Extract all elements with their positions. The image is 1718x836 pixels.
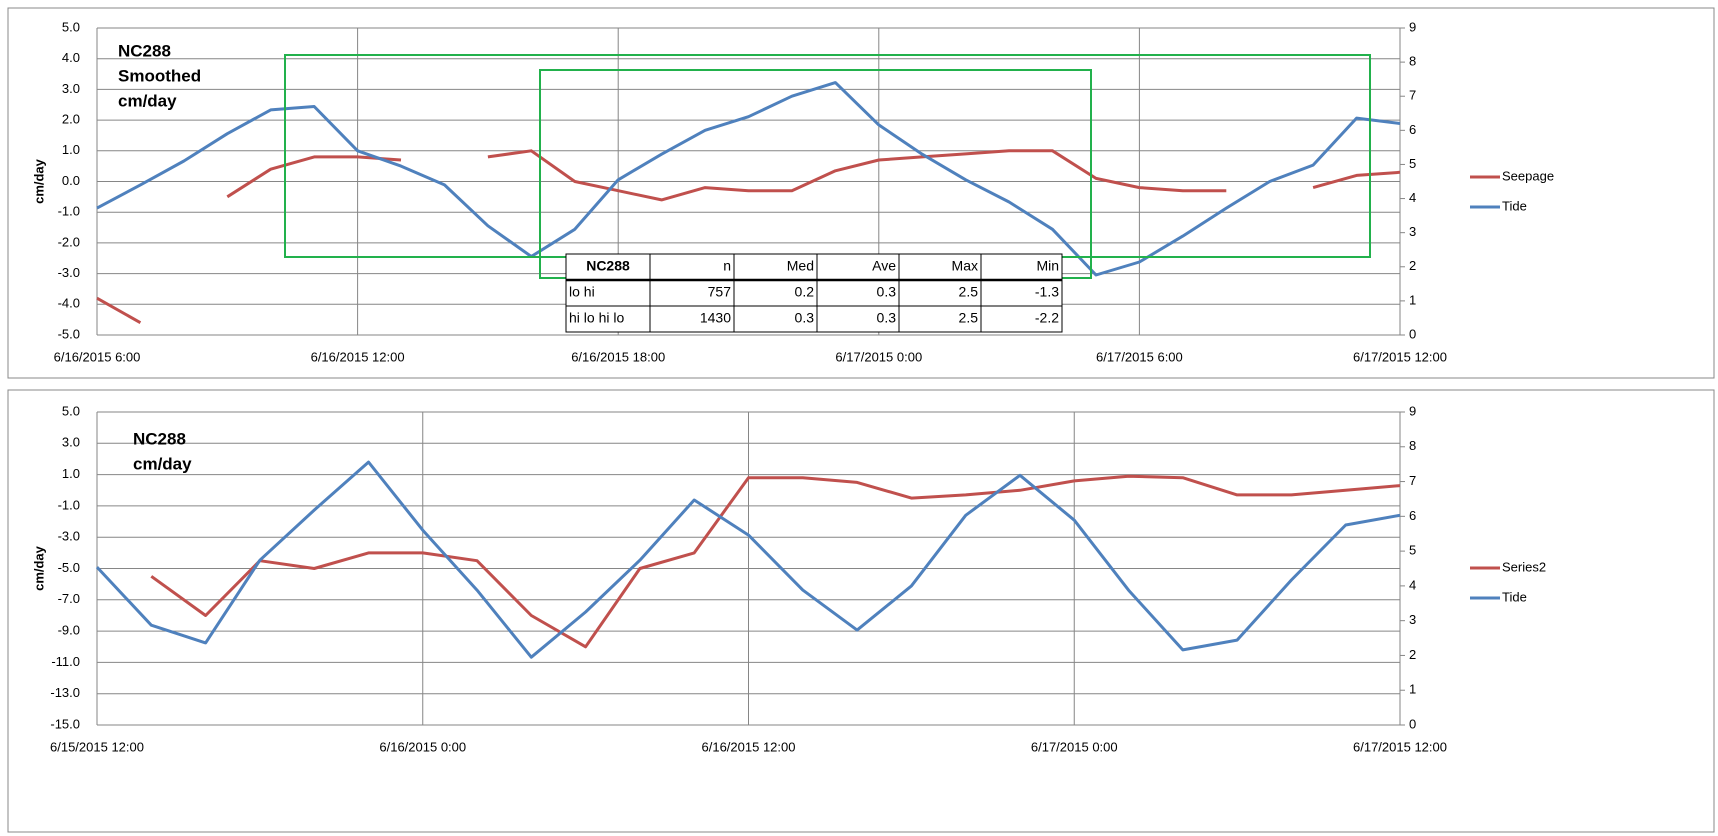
y2-tick-label: 8 [1409,438,1416,453]
y-tick-label: 1.0 [62,142,80,157]
legend-label: Series2 [1502,559,1546,574]
table-bg [565,253,1063,333]
y2-tick-label: 8 [1409,54,1416,69]
table-cell: -1.3 [1035,284,1059,300]
y2-tick-label: 6 [1409,508,1416,523]
table-cell: -2.2 [1035,310,1059,326]
table-cell: 1430 [700,310,731,326]
x-tick-label: 6/16/2015 12:00 [702,739,796,754]
table-cell: hi lo hi lo [569,310,624,326]
y2-tick-label: 2 [1409,258,1416,273]
x-tick-label: 6/17/2015 12:00 [1353,739,1447,754]
y-tick-label: -5.0 [58,560,80,575]
y2-tick-label: 6 [1409,122,1416,137]
annotation: cm/day [133,454,192,473]
y-tick-label: 3.0 [62,435,80,450]
y-tick-label: 3.0 [62,81,80,96]
table-cell: 0.3 [795,310,815,326]
y-tick-label: -3.0 [58,265,80,280]
y2-tick-label: 0 [1409,716,1416,731]
y2-tick-label: 3 [1409,224,1416,239]
y2-tick-label: 0 [1409,326,1416,341]
y2-tick-label: 7 [1409,473,1416,488]
x-tick-label: 6/16/2015 18:00 [571,349,665,364]
y-axis-label: cm/day [31,158,46,204]
y-tick-label: 1.0 [62,466,80,481]
series-line [96,149,1401,325]
legend-label: Seepage [1502,168,1554,183]
annotation: NC288 [118,41,171,60]
y-tick-label: -9.0 [58,623,80,638]
annotation: cm/day [118,91,177,110]
table-cell: Min [1036,258,1059,274]
y2-tick-label: 5 [1409,543,1416,558]
table-cell: n [723,258,731,274]
series-line [96,81,1401,277]
y2-tick-label: 1 [1409,682,1416,697]
y2-tick-label: 9 [1409,403,1416,418]
y-tick-label: -7.0 [58,591,80,606]
table-cell: lo hi [569,284,595,300]
x-tick-label: 6/17/2015 0:00 [835,349,922,364]
table-cell: 2.5 [959,284,979,300]
y-tick-label: -15.0 [50,716,80,731]
x-tick-label: 6/15/2015 12:00 [50,739,144,754]
y2-tick-label: 1 [1409,292,1416,307]
table-cell: Max [952,258,978,274]
y-tick-label: -4.0 [58,296,80,311]
y2-tick-label: 4 [1409,190,1416,205]
annotation: NC288 [133,429,186,448]
x-tick-label: 6/17/2015 0:00 [1031,739,1118,754]
table-cell: 0.3 [877,284,897,300]
y2-tick-label: 9 [1409,19,1416,34]
annotation: Smoothed [118,66,201,85]
y-tick-label: -2.0 [58,234,80,249]
x-tick-label: 6/16/2015 6:00 [54,349,141,364]
panel-frame [7,7,1715,379]
legend-label: Tide [1502,198,1527,213]
table-cell: Med [787,258,814,274]
x-tick-label: 6/16/2015 0:00 [379,739,466,754]
y2-tick-label: 4 [1409,577,1416,592]
table-cell: 2.5 [959,310,979,326]
table-cell: 0.2 [795,284,815,300]
table-cell: 757 [708,284,732,300]
y-tick-label: 0.0 [62,173,80,188]
x-tick-label: 6/16/2015 12:00 [311,349,405,364]
y2-tick-label: 3 [1409,612,1416,627]
y-tick-label: -5.0 [58,326,80,341]
y-tick-label: 5.0 [62,403,80,418]
y-tick-label: 4.0 [62,50,80,65]
legend-label: Tide [1502,589,1527,604]
x-tick-label: 6/17/2015 6:00 [1096,349,1183,364]
y-tick-label: -1.0 [58,497,80,512]
y-tick-label: -11.0 [51,654,80,669]
table-cell: NC288 [586,258,630,274]
interval-box [539,69,1092,279]
y2-tick-label: 7 [1409,88,1416,103]
y-tick-label: 5.0 [62,19,80,34]
table-cell: Ave [872,258,896,274]
panel-frame [7,389,1715,833]
y-tick-label: -13.0 [50,685,80,700]
y-tick-label: 2.0 [62,112,80,127]
y2-tick-label: 5 [1409,156,1416,171]
table-cell: 0.3 [877,310,897,326]
series-line [150,474,1401,649]
x-tick-label: 6/17/2015 12:00 [1353,349,1447,364]
y2-tick-label: 2 [1409,647,1416,662]
y-tick-label: -1.0 [58,204,80,219]
y-axis-label: cm/day [31,545,46,591]
y-tick-label: -3.0 [58,529,80,544]
series-line [95,460,1401,659]
